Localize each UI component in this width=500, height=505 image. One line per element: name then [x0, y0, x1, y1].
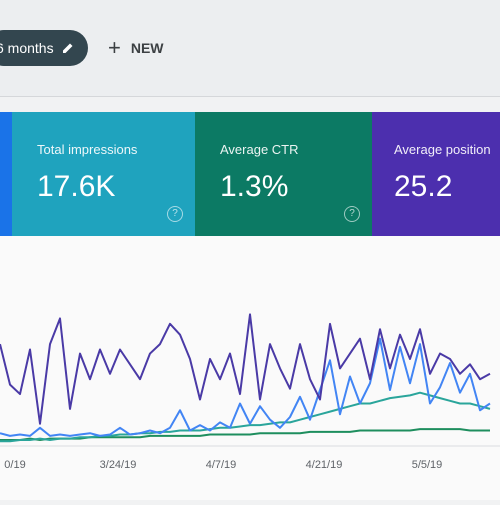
series-line [0, 428, 490, 441]
metric-cards: Total impressions 17.6K? Average CTR 1.3%? A… [0, 112, 500, 236]
metric-value: 1.3% [220, 170, 289, 203]
help-icon[interactable]: ? [167, 206, 183, 222]
series-line [0, 391, 491, 443]
x-tick-label: 3/24/19 [100, 459, 137, 471]
new-label: NEW [130, 40, 164, 56]
chip-label: 6 months [0, 40, 54, 56]
metric-label: Total impressions [37, 142, 138, 157]
x-tick-label: 0/19 [4, 459, 25, 471]
metric-label: Average position [394, 142, 491, 157]
metric-value: 25.2 [394, 170, 453, 203]
x-tick-label: 5/5/19 [412, 459, 443, 471]
series-line [0, 313, 491, 425]
help-icon[interactable]: ? [344, 206, 360, 222]
metric-card[interactable]: Average CTR 1.3%? [195, 112, 372, 236]
metric-card-clipped[interactable] [0, 112, 12, 236]
metric-value: 17.6K [37, 170, 116, 203]
metric-card[interactable]: Total impressions 17.6K? [12, 112, 195, 236]
series-line [0, 337, 491, 437]
toolbar: 6 months + NEW [0, 0, 500, 97]
metric-card[interactable]: Average position 25.2 [372, 112, 500, 236]
new-button[interactable]: + NEW [108, 35, 164, 60]
metric-label: Average CTR [220, 142, 299, 157]
x-tick-label: 4/7/19 [206, 459, 237, 471]
chart-area: 0/19 3/24/19 4/7/19 4/21/19 5/5/19 [0, 236, 500, 500]
x-tick-label: 4/21/19 [306, 459, 343, 471]
edit-icon [62, 43, 73, 53]
date-filter-chip[interactable]: 6 months [0, 30, 88, 66]
plus-icon: + [108, 35, 121, 60]
performance-chart: 0/19 3/24/19 4/7/19 4/21/19 5/5/19 [0, 313, 500, 471]
